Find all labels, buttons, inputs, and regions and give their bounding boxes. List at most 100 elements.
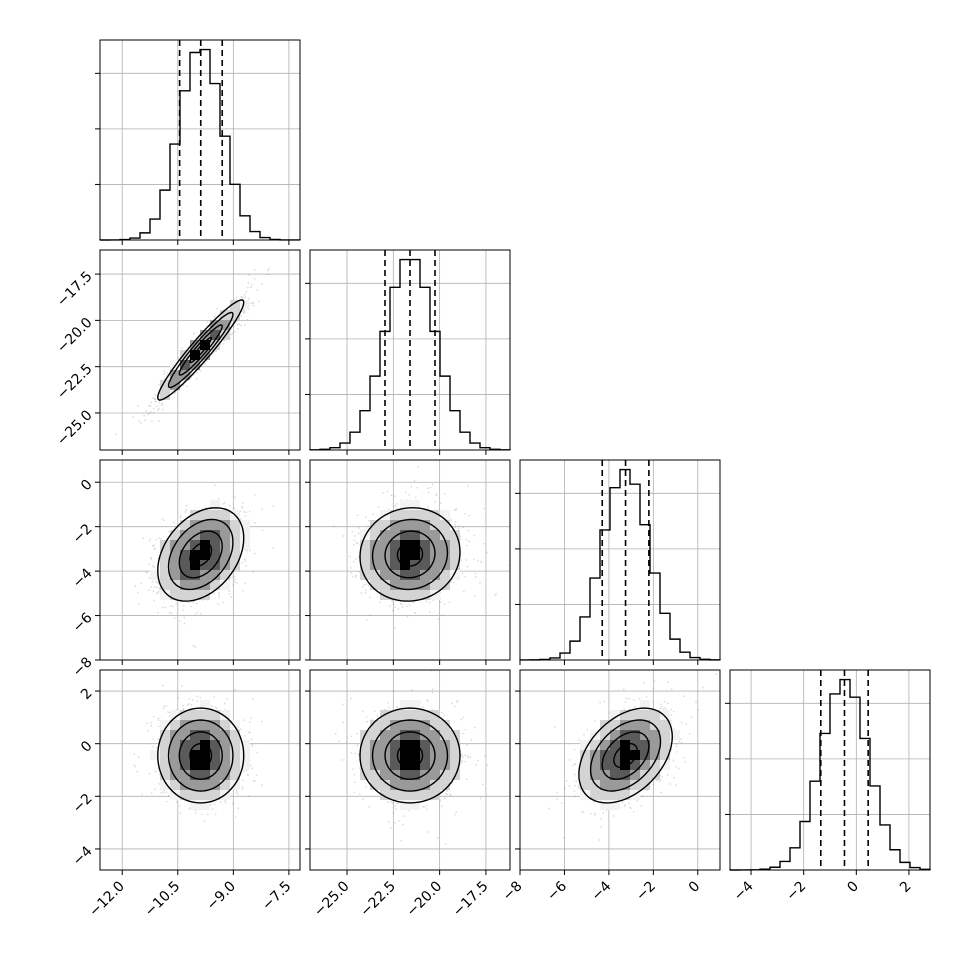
density-cell xyxy=(400,700,410,710)
density-cell xyxy=(180,740,190,750)
density-cell xyxy=(190,710,200,720)
density-cell xyxy=(160,780,170,790)
density-cell xyxy=(160,730,170,740)
density-cell xyxy=(210,500,220,510)
density-cell xyxy=(190,560,200,570)
density-cell xyxy=(230,530,240,540)
x-tick-label: −2 xyxy=(783,878,809,904)
density-cell xyxy=(430,540,440,550)
density-cell xyxy=(390,740,400,750)
y-tick-label: 0 xyxy=(78,738,96,756)
density-cell xyxy=(240,300,250,310)
density-cell xyxy=(420,590,430,600)
y-tick-label: 0 xyxy=(78,477,96,495)
density-cell xyxy=(660,720,670,730)
density-cell xyxy=(370,750,380,760)
density-cell xyxy=(180,710,190,720)
density-cell xyxy=(210,520,220,530)
histogram-panel-0 xyxy=(95,39,301,245)
density-cell xyxy=(200,350,210,360)
density-cell xyxy=(170,720,180,730)
density-cell xyxy=(410,500,420,510)
density-cell xyxy=(410,800,420,810)
density-cell xyxy=(590,780,600,790)
density-cell xyxy=(220,560,230,570)
density-cell xyxy=(420,550,430,560)
density-cell xyxy=(210,320,220,330)
density-cell xyxy=(600,740,610,750)
density-cell xyxy=(630,780,640,790)
density-cell xyxy=(180,580,190,590)
density-cell xyxy=(210,510,220,520)
y-tick-label: −6 xyxy=(70,610,96,636)
density-cell xyxy=(200,770,210,780)
density-cell xyxy=(210,720,220,730)
density-cell xyxy=(210,530,220,540)
density-cell xyxy=(150,750,160,760)
x-tick-label: −8 xyxy=(500,878,526,904)
density-cell xyxy=(170,530,180,540)
contour-line xyxy=(189,336,213,364)
density-cell xyxy=(390,530,400,540)
density-cell xyxy=(610,710,620,720)
contour-line xyxy=(589,719,662,792)
histogram-step xyxy=(729,678,931,871)
contour-line xyxy=(359,507,461,602)
density-cell xyxy=(400,540,410,550)
x-tick-label: 2 xyxy=(897,878,915,896)
density-cell xyxy=(220,710,230,720)
contour-line xyxy=(601,731,650,780)
density-cell xyxy=(410,540,420,550)
density-cell xyxy=(190,770,200,780)
density-cell xyxy=(190,720,200,730)
density-cell xyxy=(580,780,590,790)
density-cell xyxy=(200,800,210,810)
density-cell xyxy=(160,570,170,580)
density-cell xyxy=(410,570,420,580)
density-cell xyxy=(200,720,210,730)
density-cell xyxy=(410,700,420,710)
density-cell xyxy=(610,720,620,730)
density-cell xyxy=(420,730,430,740)
contour-line xyxy=(178,324,223,376)
contour-line xyxy=(178,530,223,579)
density-cell xyxy=(200,510,210,520)
density-cell xyxy=(620,750,630,760)
density-cell xyxy=(400,580,410,590)
density-cell xyxy=(370,720,380,730)
density-cell xyxy=(640,710,650,720)
density-cell xyxy=(440,780,450,790)
density-cell xyxy=(200,340,210,350)
density-cell xyxy=(410,770,420,780)
density-cell xyxy=(650,760,660,770)
x-tick-label: −22.5 xyxy=(357,878,399,920)
density-cell xyxy=(390,790,400,800)
density-cell xyxy=(430,780,440,790)
density-cell xyxy=(200,330,210,340)
density-cell xyxy=(210,550,220,560)
panel-content xyxy=(335,670,489,845)
density-cell xyxy=(440,740,450,750)
panel-frame xyxy=(99,669,301,871)
density-cell xyxy=(200,520,210,530)
contour-line xyxy=(167,518,234,591)
density-cell xyxy=(630,720,640,730)
density-cell xyxy=(190,730,200,740)
density-cell xyxy=(400,780,410,790)
density-cell xyxy=(450,560,460,570)
density-cell xyxy=(400,730,410,740)
density-cell xyxy=(650,710,660,720)
y-tick-label: −2 xyxy=(70,791,96,817)
density-cell xyxy=(220,770,230,780)
density-cell xyxy=(440,580,450,590)
scatter-panel-2-1 xyxy=(305,459,511,665)
density-cell xyxy=(220,550,230,560)
density-cell xyxy=(440,510,450,520)
density-cell xyxy=(190,590,200,600)
density-cell xyxy=(620,790,630,800)
density-cell xyxy=(200,730,210,740)
contour-line xyxy=(157,507,245,602)
density-cell xyxy=(180,360,190,370)
x-tick-label: −6 xyxy=(544,878,570,904)
